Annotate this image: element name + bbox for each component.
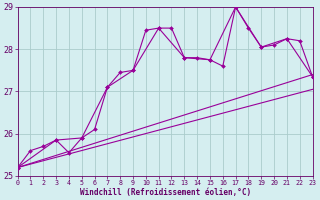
X-axis label: Windchill (Refroidissement éolien,°C): Windchill (Refroidissement éolien,°C) <box>80 188 251 197</box>
